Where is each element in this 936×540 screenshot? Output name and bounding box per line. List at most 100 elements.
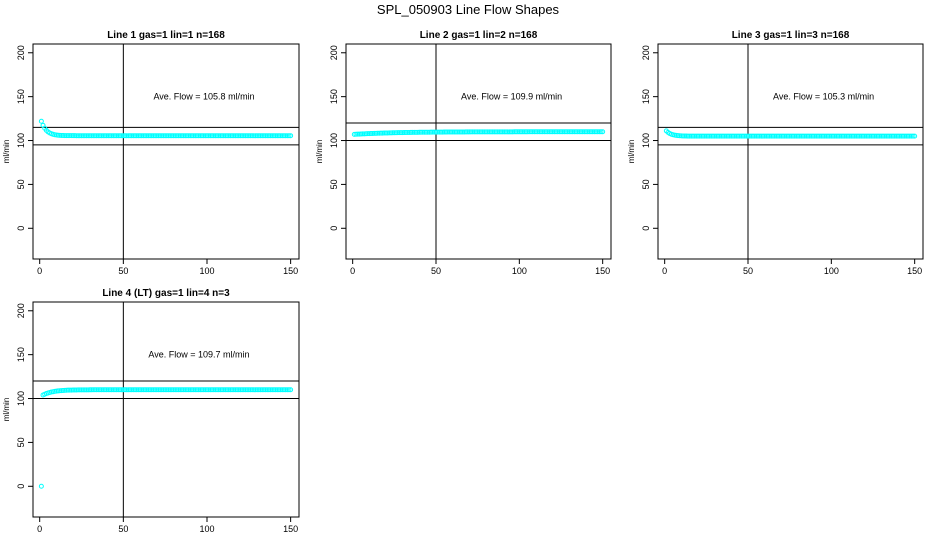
data-point — [192, 387, 198, 393]
data-point — [127, 133, 133, 139]
data-point — [214, 387, 220, 393]
data-point — [201, 387, 207, 393]
y-tick-label: 150 — [16, 347, 26, 362]
data-point — [682, 133, 688, 139]
data-point — [543, 129, 549, 135]
data-point — [273, 387, 279, 393]
data-point — [550, 129, 556, 135]
data-point — [797, 133, 803, 139]
data-point — [94, 387, 100, 393]
data-point — [410, 129, 416, 135]
data-point — [583, 129, 589, 135]
chart-panel-4: Line 4 (LT) gas=1 lin=4 n=3 0 50 100 150 0 50 1… — [2, 288, 300, 534]
data-point — [207, 387, 213, 393]
data-point — [755, 133, 761, 139]
data-point — [703, 133, 709, 139]
data-point — [360, 131, 366, 137]
data-point — [735, 133, 741, 139]
data-point — [378, 130, 384, 136]
data-point — [209, 133, 215, 139]
data-point — [470, 129, 476, 135]
data-point — [563, 129, 569, 135]
data-point — [253, 387, 259, 393]
data-point — [247, 387, 253, 393]
data-point — [768, 133, 774, 139]
data-point — [471, 129, 477, 135]
data-point — [269, 387, 275, 393]
data-point — [813, 133, 819, 139]
data-point — [560, 129, 566, 135]
data-point — [748, 133, 754, 139]
data-point — [216, 133, 222, 139]
data-point — [140, 133, 146, 139]
data-point — [97, 387, 103, 393]
data-point — [276, 133, 282, 139]
data-point — [858, 133, 864, 139]
data-point — [241, 387, 247, 393]
data-point — [710, 133, 716, 139]
data-point — [271, 387, 277, 393]
data-point — [79, 133, 85, 139]
data-point — [498, 129, 504, 135]
data-point — [888, 133, 894, 139]
data-point — [358, 131, 364, 137]
data-point — [767, 133, 773, 139]
data-point — [356, 131, 362, 137]
data-point — [85, 387, 91, 393]
x-tick-label: 100 — [824, 266, 839, 276]
data-point — [556, 129, 562, 135]
data-point — [370, 130, 376, 136]
data-point — [249, 133, 255, 139]
data-point — [578, 129, 584, 135]
data-point — [800, 133, 806, 139]
data-point — [234, 133, 240, 139]
data-point — [288, 387, 294, 393]
plot-frame — [32, 43, 300, 260]
data-point — [281, 133, 287, 139]
data-point — [566, 129, 572, 135]
data-point — [892, 133, 898, 139]
data-point — [241, 133, 247, 139]
data-point — [159, 387, 165, 393]
data-point — [249, 387, 255, 393]
data-point — [873, 133, 879, 139]
data-point — [112, 387, 118, 393]
data-point — [832, 133, 838, 139]
data-point — [468, 129, 474, 135]
data-point — [398, 130, 404, 136]
y-tick-label: 50 — [641, 179, 651, 189]
data-point — [883, 133, 889, 139]
data-point — [830, 133, 836, 139]
data-point — [174, 387, 180, 393]
data-point — [261, 387, 267, 393]
flow-series — [38, 483, 44, 489]
data-point — [598, 129, 604, 135]
data-point — [910, 133, 916, 139]
data-point — [75, 133, 81, 139]
data-point — [139, 387, 145, 393]
data-point — [186, 387, 192, 393]
data-point — [204, 133, 210, 139]
y-axis-label: ml/min — [315, 140, 324, 164]
data-point — [99, 133, 105, 139]
data-point — [485, 129, 491, 135]
data-point — [426, 129, 432, 135]
data-point — [226, 133, 232, 139]
data-point — [152, 133, 158, 139]
data-point — [548, 129, 554, 135]
data-point — [835, 133, 841, 139]
data-point — [745, 133, 751, 139]
y-tick-label: 0 — [16, 484, 26, 489]
data-point — [591, 129, 597, 135]
data-point — [778, 133, 784, 139]
data-point — [518, 129, 524, 135]
data-point — [493, 129, 499, 135]
data-point — [95, 387, 101, 393]
data-point — [596, 129, 602, 135]
data-point — [147, 387, 153, 393]
data-point — [80, 387, 86, 393]
data-point — [182, 133, 188, 139]
plot-frame — [345, 43, 612, 260]
data-point — [833, 133, 839, 139]
data-point — [530, 129, 536, 135]
